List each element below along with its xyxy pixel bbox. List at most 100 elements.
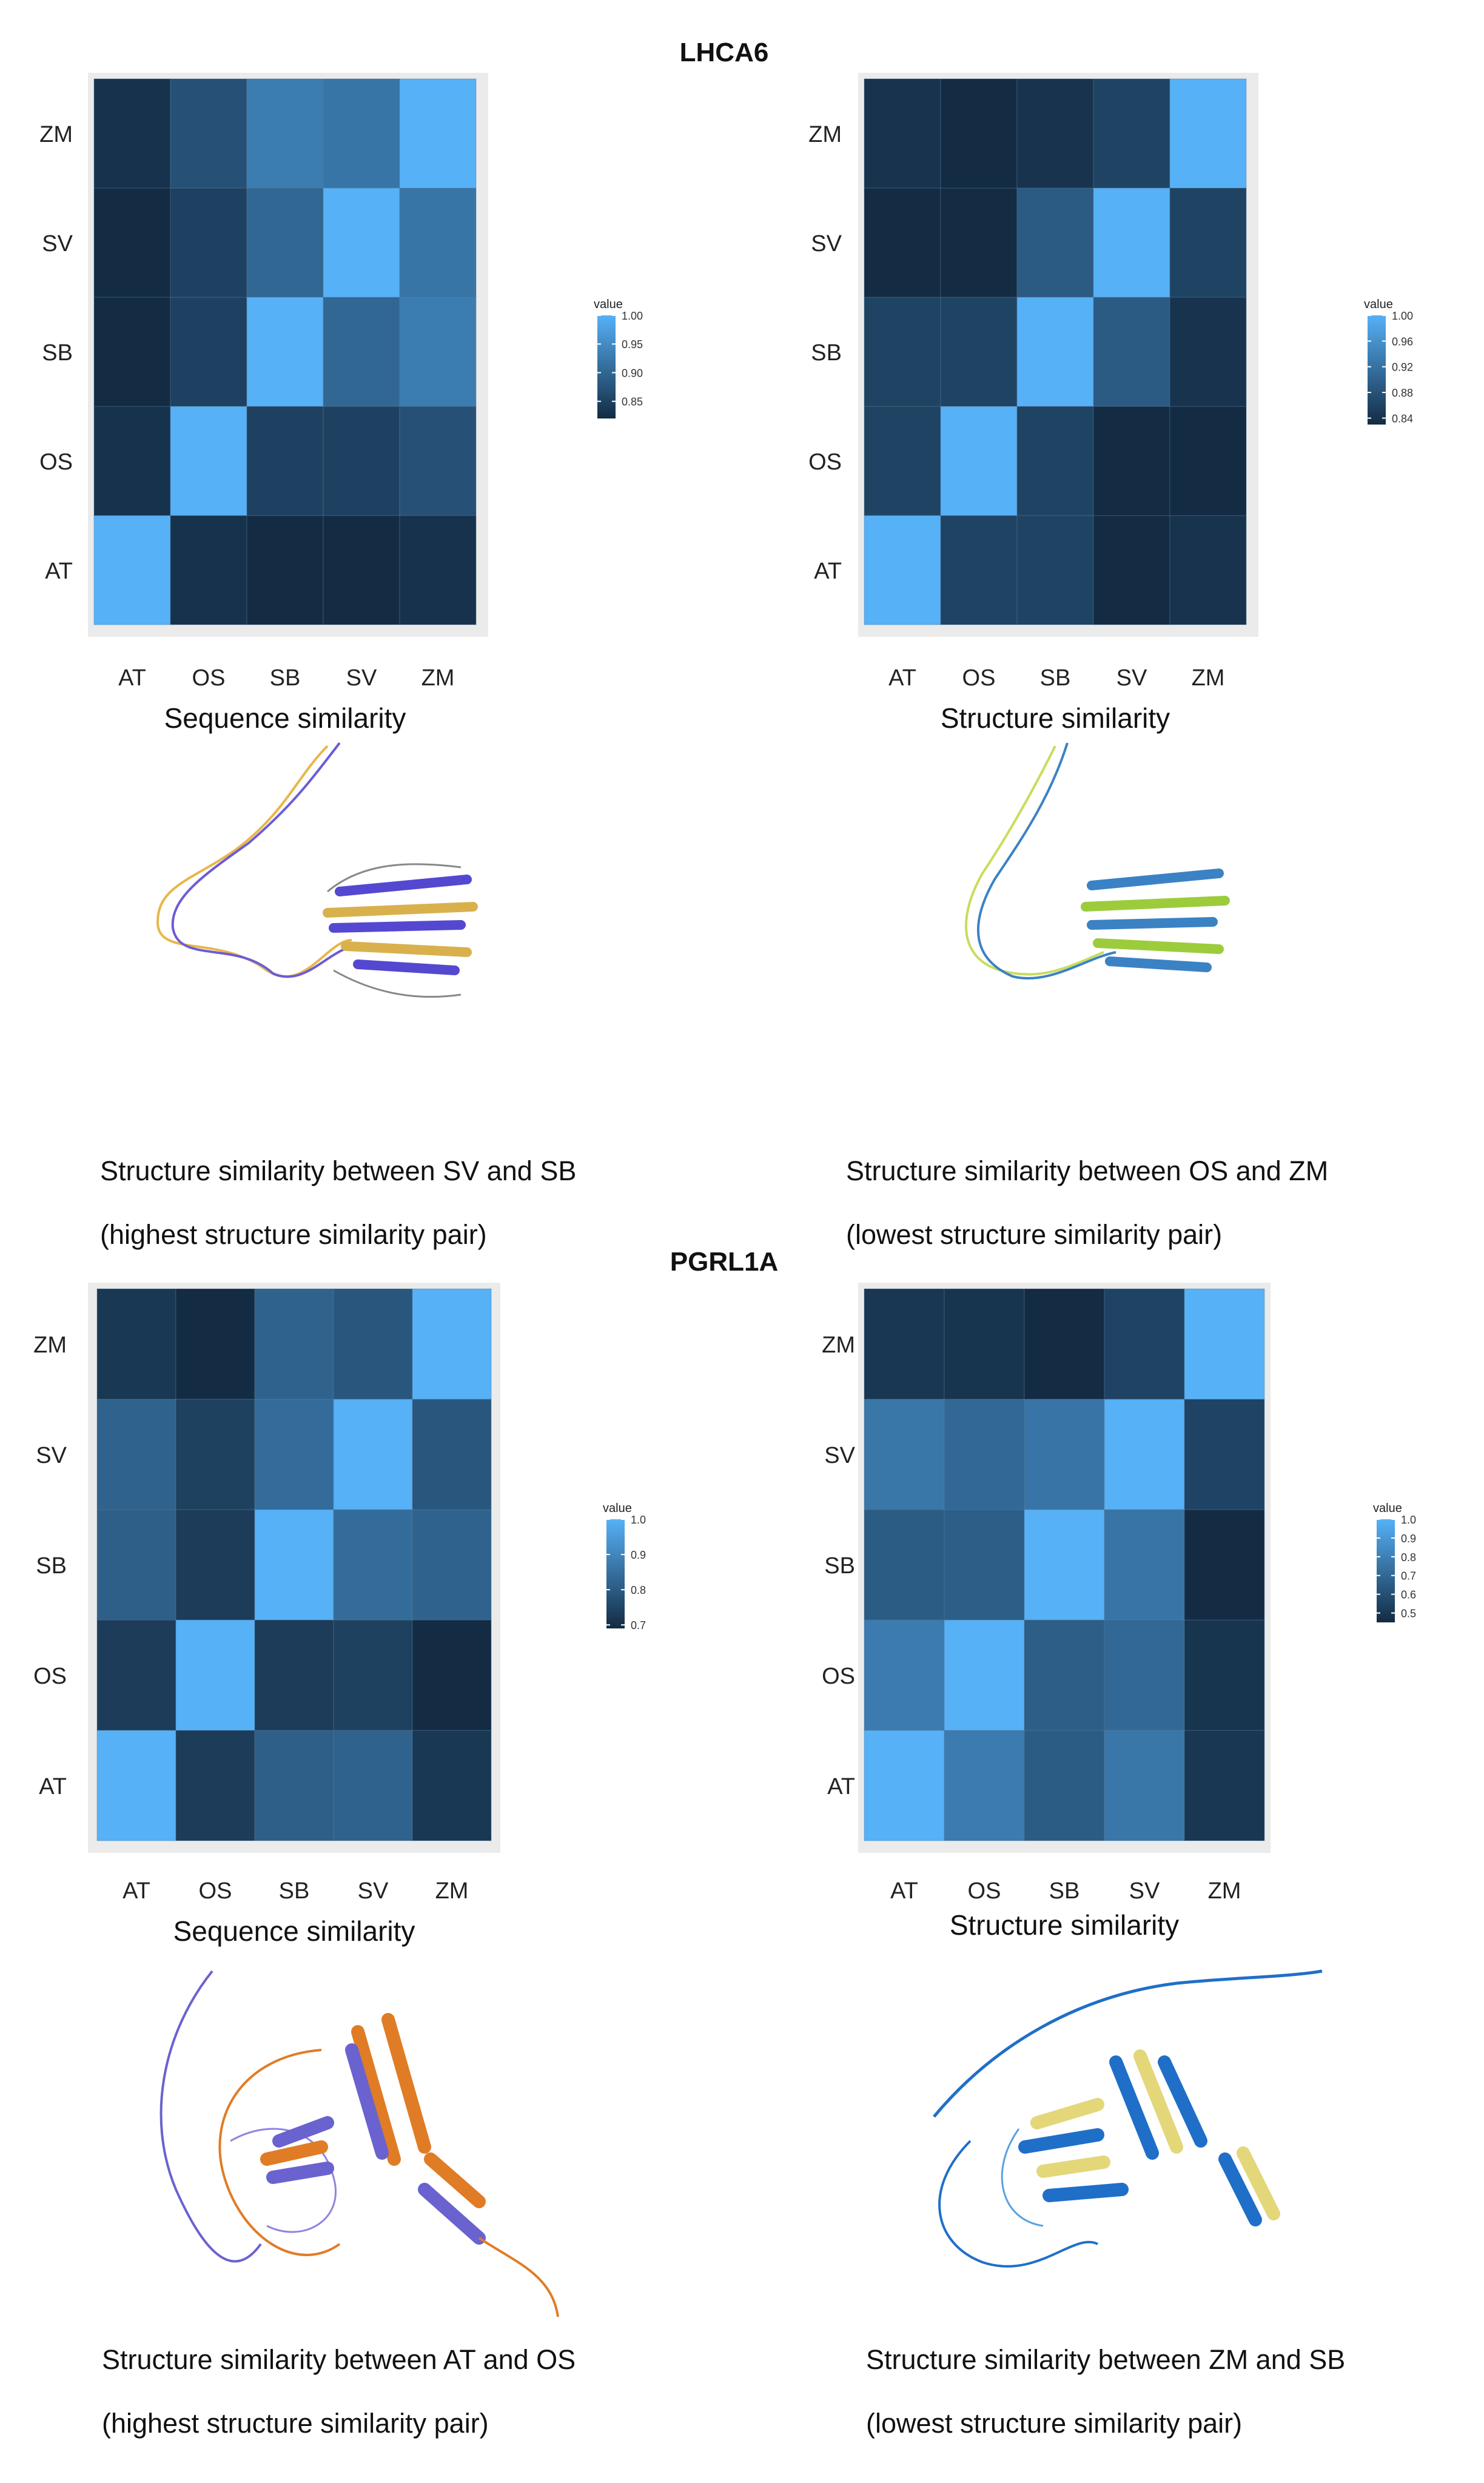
hm1-tile-sb-sb — [1016, 297, 1094, 407]
hm2-tile-os-sb — [175, 1509, 255, 1621]
hm2-tile-os-at — [175, 1730, 255, 1841]
hm2-tile-os-zm — [175, 1288, 255, 1400]
hm2-xtick-at: AT — [123, 1878, 150, 1904]
hm3-tile-os-os — [944, 1619, 1025, 1731]
hm1-xtick-sb: SB — [1040, 665, 1071, 691]
hm1-tile-os-sv — [940, 187, 1018, 298]
hm0-tile-sv-at — [323, 515, 400, 625]
hm3-legend-tick-label-2: 0.8 — [1401, 1551, 1416, 1564]
hm2-tile-sv-at — [333, 1730, 413, 1841]
hm1-tile-sb-os — [1016, 406, 1094, 516]
hm3-ytick-sv: SV — [824, 1443, 855, 1468]
hm0-tile-sv-sb — [323, 297, 400, 407]
hm3-tile-sb-os — [1024, 1619, 1105, 1731]
hm0-xtick-sv: SV — [346, 665, 377, 691]
hm3-xtick-at: AT — [890, 1878, 918, 1904]
hm0-tile-os-at — [170, 515, 247, 625]
hm2-legend-tick-label-0: 1.0 — [631, 1514, 646, 1526]
hm2-tile-at-at — [96, 1730, 176, 1841]
hm0-tile-sb-zm — [246, 78, 324, 189]
hm1-tile-at-os — [864, 406, 941, 516]
hm0-legend-colorbar — [597, 315, 616, 418]
hm3-tile-sv-os — [1104, 1619, 1185, 1731]
hm0-tile-os-zm — [170, 78, 247, 189]
hm3-tile-sv-sv — [1104, 1399, 1185, 1510]
hm3-tile-zm-zm — [1184, 1288, 1265, 1400]
hm0-tile-at-sv — [93, 187, 171, 298]
hm2-tile-at-sv — [96, 1399, 176, 1510]
hm3-tile-at-os — [864, 1619, 945, 1731]
caption-lhca6-left-line1: Structure similarity between SV and SB — [100, 1155, 577, 1186]
hm1-tile-os-at — [940, 515, 1018, 625]
hm1-tile-sv-at — [1093, 515, 1170, 625]
hm2-xtick-os: OS — [199, 1878, 232, 1904]
hm3-legend-tick-label-1: 0.9 — [1401, 1533, 1416, 1545]
hm3-legend-colorbar — [1377, 1519, 1395, 1622]
hm1-legend-tick-label-0: 1.00 — [1392, 310, 1413, 322]
section-title-pgrl1a: PGRL1A — [670, 1247, 779, 1277]
hm1-legend-tick-label-2: 0.92 — [1392, 361, 1413, 374]
hm1-tile-zm-sv — [1169, 187, 1247, 298]
hm2-tile-zm-os — [412, 1619, 492, 1731]
hm3-tile-zm-sb — [1184, 1509, 1265, 1621]
hm0-xtick-sb: SB — [270, 665, 301, 691]
caption-lhca6-right-line1: Structure similarity between OS and ZM — [846, 1155, 1329, 1186]
hm2-tile-at-zm — [96, 1288, 176, 1400]
hm0-tile-at-os — [93, 406, 171, 516]
hm2-axis-title: Sequence similarity — [173, 1915, 415, 1947]
hm3-tile-at-sv — [864, 1399, 945, 1510]
hm3-tile-at-sb — [864, 1509, 945, 1621]
hm1-tile-sv-os — [1093, 406, 1170, 516]
hm2-tile-zm-sv — [412, 1399, 492, 1510]
heatmap-lhca6-structure: AT OS SB SV ZM AT OS SB SV ZM Structure similarity… — [770, 67, 1468, 734]
hm1-tile-at-sv — [864, 187, 941, 298]
hm1-xtick-at: AT — [888, 665, 916, 691]
hm1-xtick-sv: SV — [1116, 665, 1147, 691]
hm2-tile-sb-sv — [254, 1399, 334, 1510]
hm3-ytick-sb: SB — [824, 1553, 855, 1579]
hm2-ytick-zm: ZM — [33, 1332, 67, 1358]
hm3-legend-tick-label-3: 0.7 — [1401, 1570, 1416, 1582]
hm0-tile-sb-os — [246, 406, 324, 516]
hm3-legend-title: value — [1373, 1502, 1402, 1515]
hm3-tile-os-sb — [944, 1509, 1025, 1621]
heatmap-pgrl1a-structure: AT OS SB SV ZM AT OS SB SV ZM Structure similarity… — [770, 1274, 1468, 1953]
hm1-tile-sb-zm — [1016, 78, 1094, 189]
hm2-tile-zm-zm — [412, 1288, 492, 1400]
hm2-legend-tick-label-2: 0.8 — [631, 1584, 646, 1596]
hm1-tile-zm-sb — [1169, 297, 1247, 407]
hm0-xtick-os: OS — [192, 665, 226, 691]
hm0-tile-sb-at — [246, 515, 324, 625]
hm2-tile-sb-zm — [254, 1288, 334, 1400]
hm3-legend-tick-label-5: 0.5 — [1401, 1608, 1416, 1620]
hm0-legend-title: value — [594, 298, 623, 311]
hm0-legend-tick-label-2: 0.90 — [622, 367, 643, 379]
hm1-tile-os-os — [940, 406, 1018, 516]
hm0-ytick-os: OS — [39, 449, 73, 475]
heatmap-lhca6-sequence-svg: AT OS SB SV ZM AT OS SB SV ZM Sequence similarity v… — [39, 73, 643, 734]
caption-lhca6-left-line2: (highest structure similarity pair) — [100, 1219, 487, 1250]
hm0-ytick-zm: ZM — [39, 122, 73, 147]
hm2-tile-sv-os — [333, 1619, 413, 1731]
hm1-ytick-zm: ZM — [808, 122, 842, 147]
hm2-ytick-sb: SB — [36, 1553, 67, 1579]
caption-pgrl1a-right-line2: (lowest structure similarity pair) — [866, 2408, 1243, 2439]
hm1-tile-sb-at — [1016, 515, 1094, 625]
hm2-ytick-at: AT — [39, 1774, 67, 1799]
hm2-legend-tick-label-3: 0.7 — [631, 1619, 646, 1631]
hm0-legend-tick-label-3: 0.85 — [622, 396, 643, 408]
hm1-tile-os-zm — [940, 78, 1018, 189]
hm1-tile-sv-zm — [1093, 78, 1170, 189]
protein-structure-pgrl1a-zm-sb — [933, 1969, 1323, 2268]
heatmap-pgrl1a-sequence: AT OS SB SV ZM AT OS SB SV ZM Sequence similarity v… — [0, 1274, 697, 1953]
hm0-tile-at-zm — [93, 78, 171, 189]
hm3-xtick-os: OS — [968, 1878, 1001, 1904]
hm3-xtick-sb: SB — [1049, 1878, 1080, 1904]
hm0-tile-zm-os — [399, 406, 477, 516]
hm1-tile-zm-at — [1169, 515, 1247, 625]
hm3-ytick-zm: ZM — [822, 1332, 855, 1358]
hm3-tile-sb-zm — [1024, 1288, 1105, 1400]
caption-pgrl1a-left-line1: Structure similarity between AT and OS — [102, 2344, 576, 2375]
hm2-legend-colorbar — [606, 1519, 625, 1628]
hm1-tile-at-zm — [864, 78, 941, 189]
